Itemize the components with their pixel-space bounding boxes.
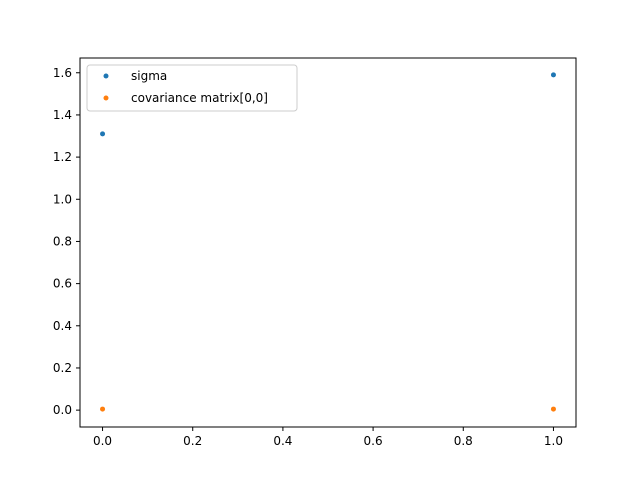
data-points (100, 72, 556, 412)
y-tick-label: 1.4 (53, 108, 72, 122)
y-tick-label: 1.0 (53, 192, 72, 206)
covariance-point (100, 406, 106, 412)
legend-marker-covariance (103, 95, 109, 101)
y-axis-ticks: 0.0 0.2 0.4 0.6 0.8 1.0 1.2 1.4 1.6 (53, 66, 80, 417)
sigma-point (550, 72, 556, 78)
x-tick-label: 0.6 (364, 434, 383, 448)
axes-frame (79, 57, 577, 428)
covariance-point (550, 406, 556, 412)
x-axis-ticks: 0.0 0.2 0.4 0.6 0.8 1.0 (93, 427, 563, 448)
legend-box (86, 64, 298, 112)
x-tick-label: 0.2 (183, 434, 202, 448)
plot-area: 0.0 0.2 0.4 0.6 0.8 1.0 0.0 0.2 0.4 0.6 0.8 1.0 1.2… (53, 57, 577, 448)
x-tick-label: 1.0 (544, 434, 563, 448)
x-tick-label: 0.4 (273, 434, 292, 448)
legend-label-covariance: covariance matrix[0,0] (131, 91, 268, 105)
y-tick-label: 1.2 (53, 150, 72, 164)
y-tick-label: 0.0 (53, 403, 72, 417)
legend: sigma covariance matrix[0,0] (86, 64, 298, 112)
y-tick-label: 0.8 (53, 234, 72, 248)
y-tick-label: 0.6 (53, 277, 72, 291)
sigma-point (100, 131, 106, 137)
legend-label-sigma: sigma (131, 69, 167, 83)
legend-marker-sigma (103, 73, 109, 79)
y-tick-label: 0.2 (53, 361, 72, 375)
x-tick-label: 0.8 (454, 434, 473, 448)
y-tick-label: 0.4 (53, 319, 72, 333)
x-tick-label: 0.0 (93, 434, 112, 448)
y-tick-label: 1.6 (53, 66, 72, 80)
